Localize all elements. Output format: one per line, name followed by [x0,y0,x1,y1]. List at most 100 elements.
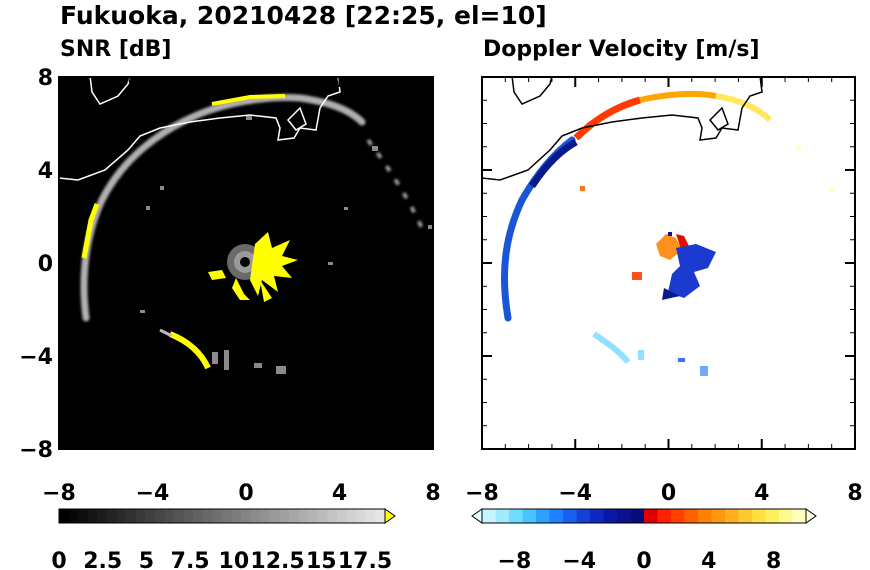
x-tick-label: 0 [661,481,676,506]
doppler-lower-band [592,331,631,364]
snr-panel-title: SNR [dB] [60,37,171,62]
doppler-colorbar-extend-max [805,508,817,524]
snr-colorbar-swatch [116,509,127,523]
snr-axis-ticks: −8 −4 0 4 8 8 4 0 −4 −8 [19,66,440,506]
snr-arc-highlight-2 [211,94,286,106]
x-tick-label: −4 [558,481,592,506]
doppler-plot-background [482,77,855,449]
x-tick-label: 4 [332,481,347,506]
doppler-colorbar-swatch [779,509,793,523]
snr-colorbar-tick-label: 2.5 [83,549,122,570]
doppler-colorbar-swatch [603,509,618,523]
y-tick-label: −4 [19,345,53,370]
doppler-colorbar-swatch [792,509,807,523]
snr-colorbar-swatch [375,509,386,523]
doppler-coastline [482,77,763,181]
y-tick-label: 4 [38,159,53,184]
doppler-arc-echo-red [573,96,641,141]
doppler-colorbar-tick-label: −4 [562,549,596,570]
snr-colorbar-tick-label: 15 [306,549,337,570]
doppler-colorbar-swatch [630,509,645,523]
snr-colorbar-swatch [279,509,290,523]
snr-center-echo [208,232,298,302]
snr-lower-band-edge [159,328,173,338]
doppler-panel-title: Doppler Velocity [m/s] [483,37,760,62]
doppler-colorbar-swatch [684,509,699,523]
snr-colorbar-swatch [183,509,194,523]
snr-colorbar-swatch [212,509,223,523]
doppler-colorbar-swatch [671,509,685,523]
x-tick-label: 8 [425,481,440,506]
snr-coastline [59,77,341,181]
snr-colorbar-swatch [126,509,137,523]
snr-colorbar-tick-label: 5 [139,549,154,570]
snr-colorbar-swatch [164,509,175,523]
doppler-scatter-echoes [580,146,834,376]
x-tick-label: 0 [238,481,253,506]
snr-colorbar-swatch [241,509,252,523]
snr-colorbar-swatch [260,509,271,523]
doppler-colorbar-swatch [536,509,550,523]
snr-colorbar-swatch [327,509,338,523]
snr-colorbar-swatch [154,509,165,523]
snr-colorbar-swatch [289,509,300,523]
snr-colorbar-tick-label: 7.5 [171,549,210,570]
doppler-colorbar-swatch [509,509,523,523]
doppler-colorbar-swatch [711,509,726,523]
doppler-colorbar-swatch [522,509,537,523]
doppler-colorbar: −8 −4 0 4 8 [471,508,817,570]
doppler-colorbar-swatch [617,509,631,523]
x-tick-label: 8 [847,481,862,506]
doppler-colorbar-swatch [765,509,780,523]
doppler-colorbar-swatch [576,509,591,523]
snr-colorbar-swatch [174,509,185,523]
snr-colorbar: 0 2.5 5 7.5 10 12.5 15 17.5 [51,508,396,570]
snr-colorbar-swatch [250,509,261,523]
doppler-arc-echo-navy [529,138,578,188]
doppler-colorbar-swatch [563,509,577,523]
x-tick-label: −8 [465,481,499,506]
snr-colorbar-swatch [365,509,376,523]
snr-colorbar-tick-label: 17.5 [338,549,392,570]
snr-colorbar-swatch [78,509,89,523]
doppler-panel: −8 −4 0 4 8 [465,76,863,506]
doppler-colorbar-tick-label: 0 [636,549,651,570]
snr-colorbar-swatch [145,509,156,523]
snr-colorbar-tick-label: 10 [219,549,250,570]
snr-colorbar-swatch [97,509,108,523]
doppler-colorbar-swatch [725,509,739,523]
doppler-colorbar-tick-label: 8 [766,549,781,570]
doppler-center-echo [632,232,716,300]
snr-colorbar-swatch [68,509,79,523]
snr-colorbar-swatch [337,509,348,523]
doppler-colorbar-swatch [752,509,766,523]
doppler-colorbar-extend-min [471,508,483,524]
doppler-colorbar-tick-label: 4 [701,549,716,570]
y-tick-label: −8 [19,438,53,463]
snr-colorbar-swatch [59,509,70,523]
snr-colorbar-tick-label: 12.5 [250,549,304,570]
doppler-colorbar-swatch [644,509,658,523]
snr-arc-highlight-1 [81,203,100,259]
doppler-colorbar-swatch [482,509,496,523]
snr-colorbar-swatch [298,509,309,523]
snr-colorbar-swatch [356,509,367,523]
snr-colorbar-swatch [346,509,357,523]
doppler-colorbar-swatch [549,509,564,523]
snr-colorbar-swatch [317,509,328,523]
snr-colorbar-swatch [231,509,242,523]
x-tick-label: 4 [754,481,769,506]
y-tick-label: 0 [38,252,53,277]
doppler-colorbar-swatch [495,509,510,523]
doppler-axis-ticks: −8 −4 0 4 8 [465,76,863,506]
x-tick-label: −8 [42,481,76,506]
doppler-colorbar-swatch [657,509,672,523]
snr-colorbar-tick-label: 0 [51,549,66,570]
doppler-colorbar-swatch [698,509,712,523]
doppler-colorbar-tick-label: −8 [498,549,532,570]
doppler-arc-echo-orange [639,90,717,103]
snr-colorbar-swatch [106,509,118,523]
snr-colorbar-swatch [222,509,233,523]
snr-colorbar-swatch [202,509,213,523]
